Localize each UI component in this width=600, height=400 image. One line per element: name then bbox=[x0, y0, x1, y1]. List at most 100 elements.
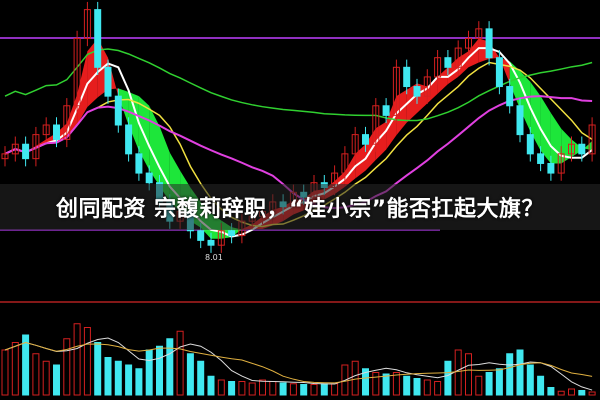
candle-body bbox=[104, 66, 112, 97]
volume-ma10-line bbox=[4, 341, 593, 384]
low-price-label: 8.01 bbox=[205, 253, 223, 262]
candle-body bbox=[63, 105, 71, 140]
volume-bar bbox=[228, 381, 236, 396]
candle-body bbox=[125, 124, 133, 155]
volume-bar bbox=[403, 375, 411, 396]
volume-bar bbox=[94, 342, 102, 396]
volume-bar bbox=[156, 345, 163, 396]
candle-body bbox=[485, 28, 493, 59]
candle-body bbox=[42, 124, 50, 136]
candle-body bbox=[351, 134, 359, 155]
candle-body bbox=[22, 143, 30, 160]
candle-body bbox=[423, 76, 431, 97]
candle-body bbox=[547, 162, 555, 174]
candle-body bbox=[578, 143, 586, 155]
volume-bar bbox=[42, 360, 50, 396]
volume-bar bbox=[557, 390, 565, 396]
volume-bar bbox=[465, 353, 472, 396]
candle-body bbox=[11, 143, 19, 155]
volume-bar bbox=[413, 378, 421, 396]
ma-ribbon-segment bbox=[149, 105, 160, 186]
volume-bar bbox=[114, 360, 122, 396]
volume-bar bbox=[310, 384, 318, 396]
volume-bar bbox=[444, 360, 452, 396]
volume-bar bbox=[289, 383, 297, 396]
ma-ribbon-segment bbox=[344, 153, 356, 187]
ma-ribbon-segment bbox=[77, 51, 88, 125]
volume-bar bbox=[73, 323, 81, 396]
candle-body bbox=[465, 37, 472, 49]
candle-body bbox=[588, 124, 596, 155]
volume-bar bbox=[186, 353, 194, 396]
volume-bar bbox=[32, 353, 40, 396]
ma-ribbon-segment bbox=[427, 76, 438, 104]
candle-body bbox=[403, 66, 411, 88]
volume-bar bbox=[475, 375, 483, 396]
volume-bar bbox=[341, 364, 349, 396]
volume-bar bbox=[197, 360, 205, 396]
candle-body bbox=[382, 105, 390, 116]
long-ma-line bbox=[4, 48, 593, 122]
candle-body bbox=[475, 28, 483, 39]
volume-bar bbox=[423, 379, 431, 396]
candle-body bbox=[32, 134, 40, 160]
candle-body bbox=[341, 153, 349, 174]
candle-body bbox=[392, 66, 400, 116]
volume-bar bbox=[63, 338, 71, 396]
candle-body bbox=[495, 57, 503, 88]
candle-body bbox=[362, 134, 369, 145]
volume-bar bbox=[568, 388, 575, 396]
ma-ribbon-segment bbox=[520, 70, 531, 132]
volume-bar bbox=[362, 368, 369, 396]
candle-body bbox=[197, 230, 205, 241]
volume-bar bbox=[125, 364, 133, 396]
volume-bar bbox=[22, 334, 30, 396]
volume-bar bbox=[145, 349, 153, 396]
volume-bar bbox=[526, 364, 534, 396]
candle-body bbox=[568, 143, 575, 155]
volume-bar bbox=[104, 357, 112, 396]
volume-bar bbox=[506, 353, 514, 396]
volume-bar bbox=[248, 382, 256, 396]
volume-bar bbox=[53, 364, 60, 396]
candle-body bbox=[557, 153, 565, 174]
volume-bar bbox=[176, 330, 184, 396]
candle-body bbox=[53, 124, 60, 140]
candle-body bbox=[444, 57, 452, 68]
headline-text: 创同配资 宗馥莉辞职，“娃小宗”能否扛起大旗？ bbox=[55, 197, 545, 222]
volume-bar bbox=[392, 372, 400, 396]
headline-banner: 创同配资 宗馥莉辞职，“娃小宗”能否扛起大旗？ bbox=[0, 184, 600, 230]
volume-bar bbox=[259, 379, 266, 396]
volume-bar bbox=[207, 375, 215, 396]
candle-body bbox=[372, 105, 380, 145]
volume-bar bbox=[279, 382, 287, 396]
candle-body bbox=[94, 9, 102, 68]
candle-body bbox=[526, 134, 534, 155]
volume-bar bbox=[300, 384, 308, 396]
volume-bar bbox=[434, 381, 442, 396]
volume-bar bbox=[83, 327, 91, 396]
candle-body bbox=[454, 47, 462, 68]
ma-ribbon-segment bbox=[509, 61, 520, 109]
volume-bar bbox=[588, 391, 596, 396]
volume-ma5-line bbox=[4, 337, 593, 391]
volume-bar bbox=[11, 342, 19, 396]
candle-body bbox=[207, 239, 215, 246]
ma-ribbon-segment bbox=[540, 96, 551, 164]
volume-bar bbox=[578, 390, 586, 396]
volume-bar bbox=[1, 349, 9, 396]
volume-bar bbox=[495, 368, 503, 396]
volume-bar bbox=[537, 375, 545, 396]
volume-bar bbox=[166, 338, 174, 396]
volume-bar bbox=[351, 360, 359, 396]
volume-bar bbox=[320, 383, 328, 396]
volume-bar bbox=[135, 368, 143, 396]
volume-bar bbox=[331, 383, 339, 396]
volume-bar bbox=[454, 349, 462, 396]
candle-body bbox=[228, 230, 236, 237]
volume-bar bbox=[382, 373, 390, 396]
volume-bar bbox=[269, 381, 277, 396]
candle-body bbox=[1, 153, 9, 160]
candle-body bbox=[135, 153, 143, 174]
